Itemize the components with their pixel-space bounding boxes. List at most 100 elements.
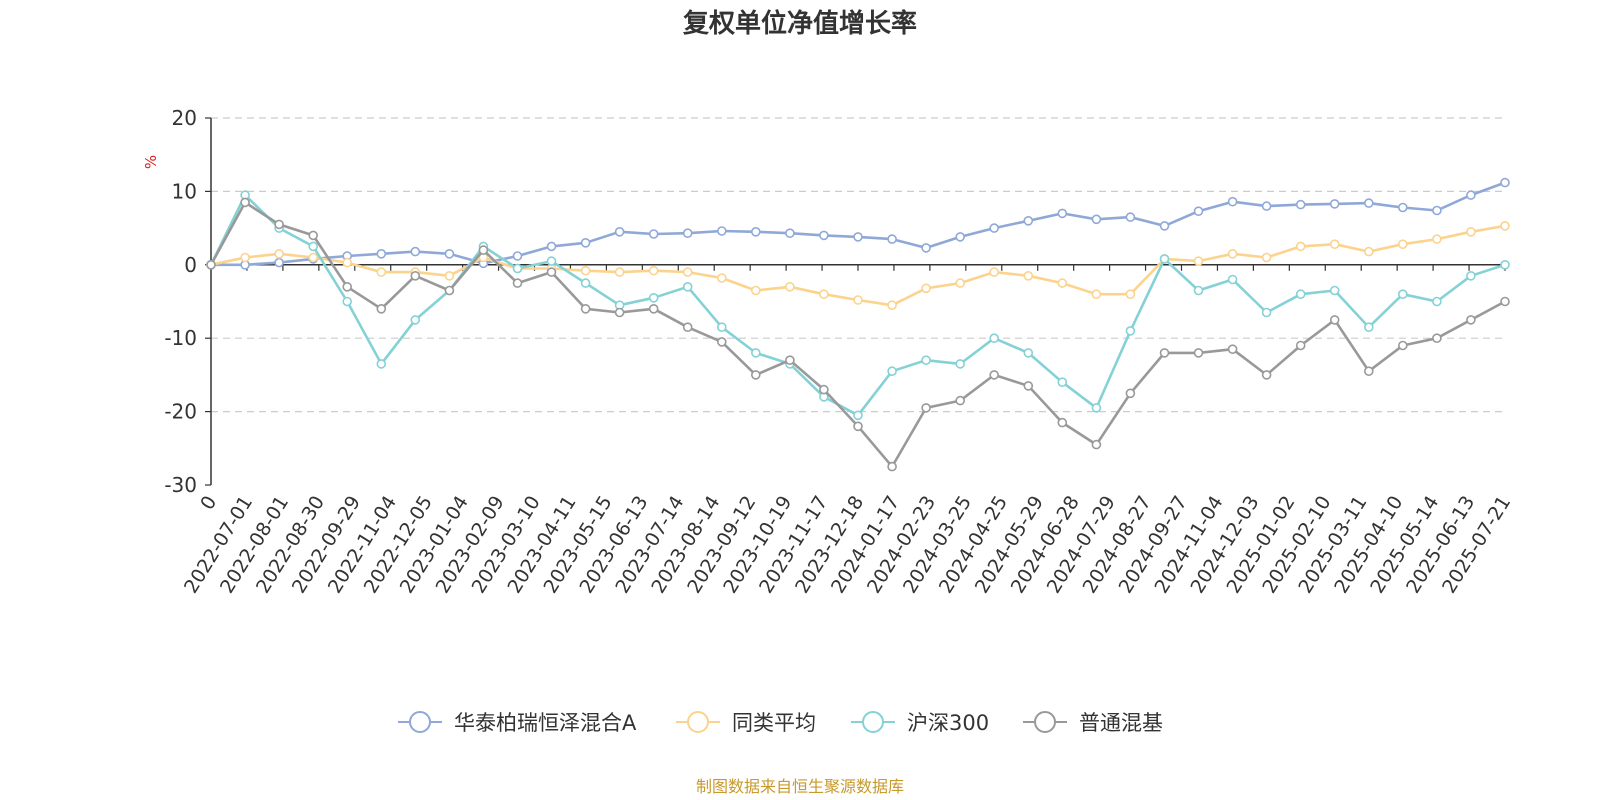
series-lines: [206, 177, 1510, 472]
data-point: [989, 223, 1000, 233]
data-point: [1432, 333, 1442, 344]
data-point: [1125, 289, 1136, 300]
data-point: [1500, 259, 1510, 270]
data-point: [444, 285, 455, 296]
data-point: [785, 355, 795, 366]
data-point: [819, 289, 829, 300]
data-point: [682, 322, 693, 333]
data-point: [1091, 289, 1102, 300]
data-point: [853, 410, 863, 421]
data-point: [1023, 216, 1034, 226]
data-point: [1057, 208, 1068, 219]
data-point: [1466, 315, 1476, 325]
legend-item[interactable]: 普通混基: [1023, 711, 1163, 735]
data-point: [989, 370, 1000, 380]
chart-title: 复权单位净值增长率: [683, 8, 917, 39]
data-point: [955, 359, 966, 369]
data-point: [376, 249, 387, 259]
data-point: [1295, 289, 1306, 300]
series-line-2: [209, 193, 1506, 417]
data-point: [546, 241, 557, 252]
data-point: [819, 230, 829, 241]
data-point: [1329, 315, 1340, 325]
data-point: [240, 197, 250, 208]
legend-label: 沪深300: [907, 711, 989, 735]
data-point: [682, 267, 693, 277]
data-point: [1193, 285, 1204, 296]
data-point: [410, 315, 421, 325]
data-point: [1466, 227, 1476, 237]
data-point: [921, 283, 931, 294]
data-point: [716, 322, 727, 333]
data-point: [1261, 307, 1272, 318]
data-point: [444, 249, 455, 259]
data-point: [1364, 322, 1374, 333]
y-axis-unit: %: [142, 155, 160, 169]
data-point: [955, 232, 966, 242]
data-point: [887, 461, 897, 472]
legend-marker: [687, 711, 709, 733]
y-tick-label: -20: [164, 400, 197, 424]
data-point: [1057, 377, 1068, 388]
legend[interactable]: 华泰柏瑞恒泽混合A 同类平均 沪深300 普通混基: [398, 711, 1163, 735]
data-point: [1261, 201, 1272, 211]
data-point: [921, 243, 931, 253]
legend-item[interactable]: 华泰柏瑞恒泽混合A: [398, 711, 637, 735]
data-point: [546, 256, 557, 266]
data-point: [1432, 234, 1442, 244]
data-point: [1091, 439, 1102, 450]
data-point: [478, 245, 489, 255]
data-point: [580, 278, 591, 288]
data-point: [512, 263, 523, 274]
data-point: [512, 251, 523, 261]
data-point: [853, 232, 863, 242]
data-point: [206, 259, 216, 270]
data-point: [308, 230, 319, 241]
data-point: [614, 307, 625, 318]
data-point: [648, 229, 659, 239]
data-point: [1193, 348, 1204, 358]
data-point: [1295, 340, 1306, 351]
legend-label: 普通混基: [1079, 711, 1163, 735]
data-point: [1466, 270, 1476, 281]
data-point: [1227, 196, 1238, 207]
data-point: [1398, 202, 1408, 213]
data-point: [716, 337, 727, 347]
data-point: [1057, 417, 1068, 428]
data-point: [1295, 199, 1306, 210]
data-point: [716, 226, 727, 236]
data-point: [682, 281, 693, 292]
data-point: [1364, 366, 1374, 377]
data-point: [1500, 177, 1510, 188]
data-point: [648, 303, 659, 314]
data-point: [648, 292, 659, 303]
data-point: [308, 241, 319, 252]
data-point: [1159, 254, 1170, 264]
y-tick-label: 10: [172, 179, 197, 203]
data-point: [785, 228, 795, 238]
data-point: [750, 285, 761, 296]
data-point: [580, 303, 591, 314]
data-point: [614, 267, 625, 277]
data-point: [1329, 199, 1340, 209]
data-point: [1023, 381, 1034, 391]
legend-item[interactable]: 沪深300: [851, 711, 989, 735]
data-point: [1125, 212, 1136, 222]
data-point: [750, 370, 761, 380]
x-tick-label: 0: [196, 492, 221, 514]
axes: [210, 118, 1505, 485]
data-point: [1057, 278, 1068, 288]
series-line-0: [211, 181, 1506, 267]
data-point: [1091, 403, 1102, 413]
data-point: [750, 348, 761, 358]
data-point: [1193, 256, 1204, 266]
data-point: [410, 246, 421, 257]
data-point: [274, 219, 284, 230]
data-point: [274, 249, 284, 259]
data-point: [240, 252, 250, 263]
data-point: [1398, 289, 1408, 300]
data-point: [376, 359, 387, 369]
data-point: [1432, 296, 1442, 307]
legend-item[interactable]: 同类平均: [676, 711, 816, 735]
